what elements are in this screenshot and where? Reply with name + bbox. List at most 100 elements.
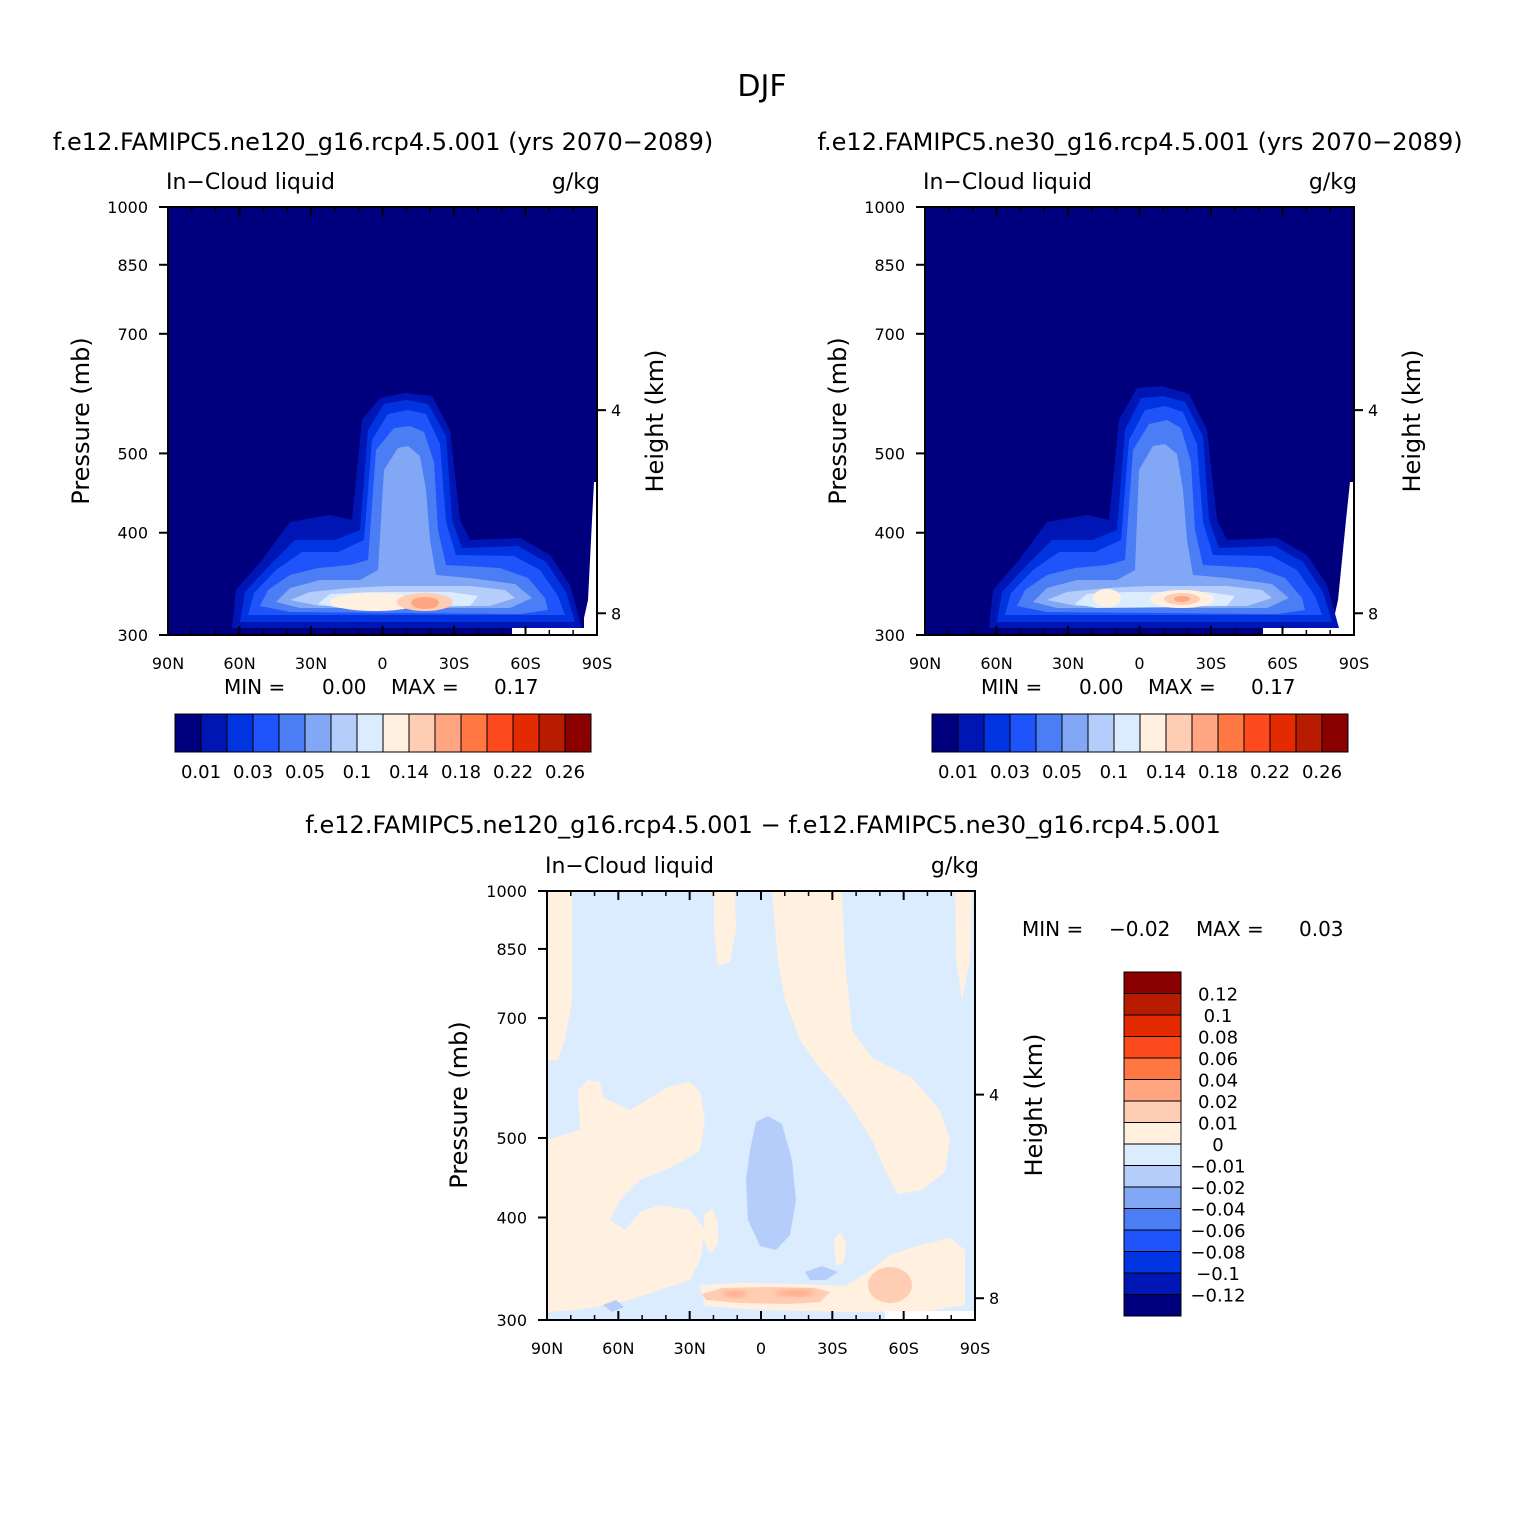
colorbar-swatch [1123,1208,1182,1231]
x-tick-label: 0 [377,654,387,673]
contour-fill-0 [772,891,950,1194]
colorbar-swatch [983,713,1011,753]
max-label: MAX = [1148,675,1216,699]
colorbar-swatch [1123,1165,1182,1188]
x-tick-label: 30N [295,654,327,673]
y-tick-label: 1000 [486,882,527,901]
contour-fill-0.26 [1093,589,1121,607]
x-axis: 90N 60N 30N 0 30S 60S 90S [531,891,990,1358]
y-axis-label: Pressure (mb) [67,337,95,504]
colorbar-swatch [486,713,514,753]
contour-field [168,207,597,635]
colorbar-swatch [1009,713,1037,753]
colorbar-label: −0.08 [1190,1243,1245,1264]
max-value: 0.17 [1251,675,1296,699]
contour-fill-neg0.01 [746,1116,796,1250]
colorbar-swatch [1217,713,1245,753]
colorbar-swatch [1191,713,1219,753]
colorbar-swatch [408,713,436,753]
x-tick-label: 90S [582,654,613,673]
contour-fill-0 [704,1208,718,1254]
y-tick-label: 700 [874,325,905,344]
contour-field [925,207,1354,635]
min-label: MIN = [1022,917,1083,941]
y2-axis: 84 [597,401,621,623]
x-tick-label: 30S [1196,654,1227,673]
units-label: g/kg [1309,170,1357,195]
colorbar-label: 0 [1212,1135,1223,1156]
contour-fill-0 [834,1232,846,1266]
max-value: 0.17 [494,675,539,699]
colorbar-swatch [1123,1294,1182,1317]
colorbar-swatch [304,713,332,753]
colorbar-label: 0.22 [493,762,533,783]
y2-tick-label: 8 [611,604,621,623]
max-value: 0.03 [1299,917,1344,941]
min-value: −0.02 [1109,917,1170,941]
colorbar-label: 0.01 [938,762,978,783]
x-axis: 90N 60N 30N 0 30S 60S 90S [152,207,612,673]
colorbar-label: −0.01 [1190,1157,1245,1178]
colorbar-label: 0.14 [389,762,429,783]
x-tick-label: 90S [960,1339,991,1358]
colorbar-swatch [957,713,985,753]
contour-fill-0.14 [276,446,532,608]
y2-axis: 84 [1354,401,1378,623]
y2-axis-label: Height (km) [641,350,669,493]
colorbar-swatch [1061,713,1089,753]
colorbar-label: 0.1 [343,762,372,783]
y2-axis-label: Height (km) [1398,350,1426,493]
colorbar-label: 0.01 [1198,1114,1238,1135]
contour-fill-neg0.01 [603,1300,624,1312]
panel-ne120: f.e12.FAMIPC5.ne120_g16.rcp4.5.001 (yrs … [53,128,714,783]
colorbar-label: 0.12 [1198,985,1238,1006]
colorbar-swatch [1139,713,1167,753]
y-tick-label: 1000 [864,198,905,217]
colorbar: 0.01 0.03 0.05 0.1 0.14 0.18 0.22 0.26 [174,713,592,783]
units-label: g/kg [552,170,600,195]
y-tick-label: 850 [874,256,905,275]
y-tick-label: 300 [496,1311,527,1330]
colorbar-label: 0.02 [1198,1092,1238,1113]
colorbar-swatch [174,713,202,753]
x-tick-label: 60S [510,654,541,673]
y-tick-label: 500 [496,1129,527,1148]
min-value: 0.00 [1079,675,1124,699]
colorbar-label: 0.08 [1198,1028,1238,1049]
x-tick-label: 30N [674,1339,706,1358]
colorbar-swatch [1269,713,1297,753]
colorbar-swatch [1123,1229,1182,1252]
missing-data-region [1263,482,1354,635]
colorbar-label: 0.01 [181,762,221,783]
colorbar-swatch [1123,1272,1182,1295]
panel-title: f.e12.FAMIPC5.ne30_g16.rcp4.5.001 (yrs 2… [817,128,1462,156]
max-label: MAX = [1196,917,1264,941]
colorbar-swatch [1123,1251,1182,1274]
y-axis: 300 400 500 700 850 1000 [486,882,547,1330]
max-label: MAX = [391,675,459,699]
colorbar-label: 0.14 [1146,762,1186,783]
min-label: MIN = [224,675,285,699]
colorbar-label: −0.04 [1190,1200,1245,1221]
contour-fill-0.34 [411,597,439,609]
panel-difference: f.e12.FAMIPC5.ne120_g16.rcp4.5.001 − f.e… [305,811,1343,1358]
colorbar-swatch [278,713,306,753]
y2-tick-label: 4 [989,1086,999,1105]
y-tick-label: 1000 [107,198,148,217]
colorbar-label: 0.1 [1204,1006,1233,1027]
contour-fill-0.02 [775,1290,815,1296]
y-tick-label: 300 [874,626,905,645]
contour-fill-0.34 [1174,596,1190,602]
colorbar-swatch [1165,713,1193,753]
x-tick-label: 60N [223,654,255,673]
colorbar-swatch [1123,1122,1182,1145]
y-axis-label: Pressure (mb) [824,337,852,504]
colorbar-swatch [330,713,358,753]
colorbar-swatch [1123,1143,1182,1166]
y-tick-label: 400 [117,524,148,543]
y-tick-label: 700 [496,1009,527,1028]
panel-title: f.e12.FAMIPC5.ne120_g16.rcp4.5.001 − f.e… [305,811,1221,839]
colorbar-label: −0.06 [1190,1221,1245,1242]
x-tick-label: 90N [152,654,184,673]
